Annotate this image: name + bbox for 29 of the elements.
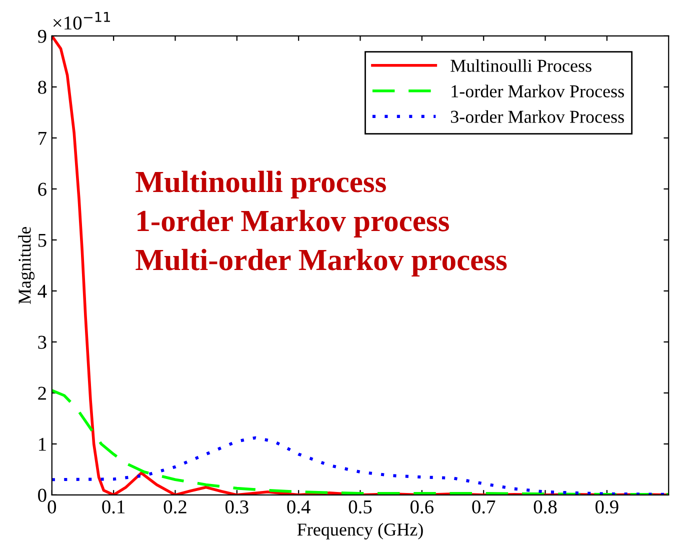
x-tick-label: 0.9 xyxy=(596,500,618,514)
y-tick-label: 4 xyxy=(38,284,47,298)
y-tick-label: 9 xyxy=(38,30,46,43)
annotation: Multinoulli process xyxy=(136,170,386,199)
x-tick-label: 0.4 xyxy=(287,500,310,514)
y-tick-label: 3 xyxy=(38,336,46,349)
y-tick-label: 8 xyxy=(38,80,46,94)
annotation: 1-order Markov process xyxy=(138,210,449,238)
x-tick-label: 0.2 xyxy=(164,500,186,514)
legend-label: 3-order Markov Process xyxy=(450,110,624,123)
x-axis-title: Frequency (GHz) xyxy=(297,522,423,540)
y-tick-label: 5 xyxy=(38,234,46,247)
x-tick-label: 0.6 xyxy=(410,500,434,514)
annotation: Multi-order Markov process xyxy=(136,248,507,277)
y-tick-label: 7 xyxy=(38,132,46,145)
text: ×10$^{−11}$ xyxy=(53,12,110,30)
legend-label: Multinoulli Process xyxy=(450,59,592,72)
y-tick-label: 2 xyxy=(38,386,46,400)
y-tick-label: 6 xyxy=(38,182,46,196)
x-tick-label: 0.8 xyxy=(534,500,557,514)
y-axis-title: Magnitude xyxy=(18,226,35,304)
y-tick-label: 1 xyxy=(39,438,46,451)
x-tick-label: 0 xyxy=(48,500,56,514)
x-tick-label: 0.1 xyxy=(102,500,125,514)
y-tick-label: 0 xyxy=(38,488,46,502)
x-tick-label: 0.3 xyxy=(226,500,248,514)
x-tick-label: 0.5 xyxy=(348,500,372,514)
x-tick-label: 0.7 xyxy=(472,500,496,514)
legend-label: 1-order Markov Process xyxy=(452,84,624,98)
